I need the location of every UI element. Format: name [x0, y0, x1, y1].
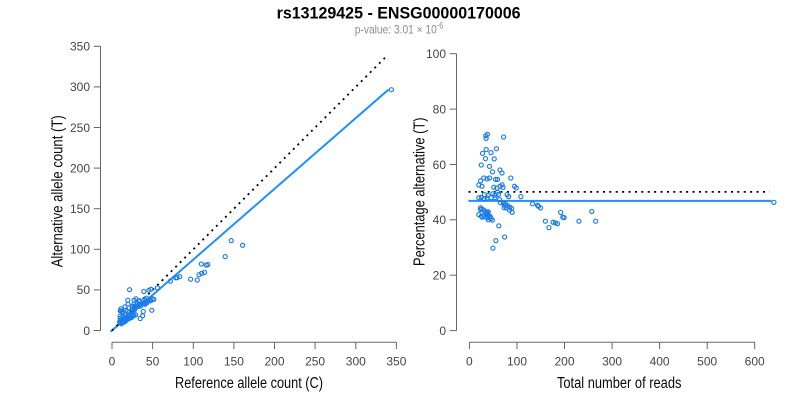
svg-text:100: 100: [70, 243, 90, 257]
svg-text:0: 0: [466, 355, 473, 369]
svg-text:300: 300: [602, 355, 622, 369]
svg-text:200: 200: [554, 355, 574, 369]
svg-text:p-value: 3.01 × 10-6: p-value: 3.01 × 10-6: [355, 20, 443, 36]
svg-text:600: 600: [745, 355, 765, 369]
svg-text:50: 50: [77, 283, 91, 297]
svg-text:0: 0: [439, 324, 446, 338]
svg-text:300: 300: [346, 355, 366, 369]
svg-text:rs13129425 - ENSG00000170006: rs13129425 - ENSG00000170006: [277, 3, 521, 22]
svg-text:60: 60: [433, 158, 447, 172]
svg-text:400: 400: [650, 355, 670, 369]
svg-text:0: 0: [109, 355, 116, 369]
svg-text:350: 350: [386, 355, 406, 369]
svg-text:50: 50: [146, 355, 160, 369]
svg-text:Total number of reads: Total number of reads: [557, 375, 682, 392]
svg-text:100: 100: [183, 355, 203, 369]
svg-text:20: 20: [433, 269, 447, 283]
svg-text:200: 200: [264, 355, 284, 369]
svg-text:250: 250: [305, 355, 325, 369]
svg-text:250: 250: [70, 121, 90, 135]
svg-text:0: 0: [83, 324, 90, 338]
svg-text:100: 100: [426, 47, 446, 61]
svg-text:200: 200: [70, 161, 90, 175]
svg-text:Reference allele count (C): Reference allele count (C): [175, 375, 323, 392]
svg-text:150: 150: [224, 355, 244, 369]
svg-text:150: 150: [70, 202, 90, 216]
svg-text:80: 80: [433, 102, 447, 116]
svg-text:Percentage alternative (T): Percentage alternative (T): [412, 117, 429, 266]
svg-text:500: 500: [697, 355, 717, 369]
svg-text:Alternative allele count (T): Alternative allele count (T): [50, 115, 67, 267]
svg-text:350: 350: [70, 40, 90, 54]
svg-text:300: 300: [70, 80, 90, 94]
svg-text:40: 40: [433, 213, 447, 227]
svg-text:100: 100: [507, 355, 527, 369]
